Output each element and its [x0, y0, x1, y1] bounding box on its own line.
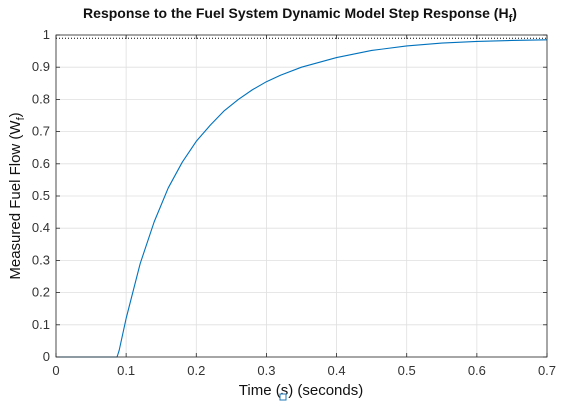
x-tick-label: 0 — [52, 363, 59, 378]
tick-layer: 0 0.1 0.2 0.3 0.4 0.5 0.6 0.7 0 0.1 0.2 0.3 0.4 0.5 0.… — [32, 27, 556, 378]
y-tick-label: 0.4 — [32, 220, 50, 235]
x-tick-label: 0.7 — [538, 363, 556, 378]
chart-title: Response to the Fuel System Dynamic Mode… — [83, 5, 517, 25]
y-tick-label: 1 — [43, 27, 50, 42]
step-response-line — [56, 39, 548, 358]
y-tick-label: 0.3 — [32, 252, 50, 267]
x-tick-label: 0.3 — [257, 363, 275, 378]
series-layer — [56, 39, 548, 358]
y-tick-label: 0.2 — [32, 285, 50, 300]
y-tick-label: 0.7 — [32, 124, 50, 139]
x-tick-label: 0.4 — [328, 363, 346, 378]
y-axis-title: Measured Fuel Flow (Wf) — [7, 112, 27, 279]
x-tick-label: 0.5 — [398, 363, 416, 378]
x-tick-label: 0.6 — [468, 363, 486, 378]
x-axis-title: Time (s) (seconds) — [239, 382, 363, 399]
y-tick-label: 0 — [43, 349, 50, 364]
y-tick-label: 0.1 — [32, 317, 50, 332]
axis-edit-handle[interactable] — [279, 393, 287, 401]
y-tick-label: 0.6 — [32, 156, 50, 171]
y-tick-label: 0.5 — [32, 188, 50, 203]
x-tick-label: 0.1 — [117, 363, 135, 378]
x-tick-label: 0.2 — [187, 363, 205, 378]
y-tick-label: 0.9 — [32, 59, 50, 74]
y-tick-label: 0.8 — [32, 91, 50, 106]
